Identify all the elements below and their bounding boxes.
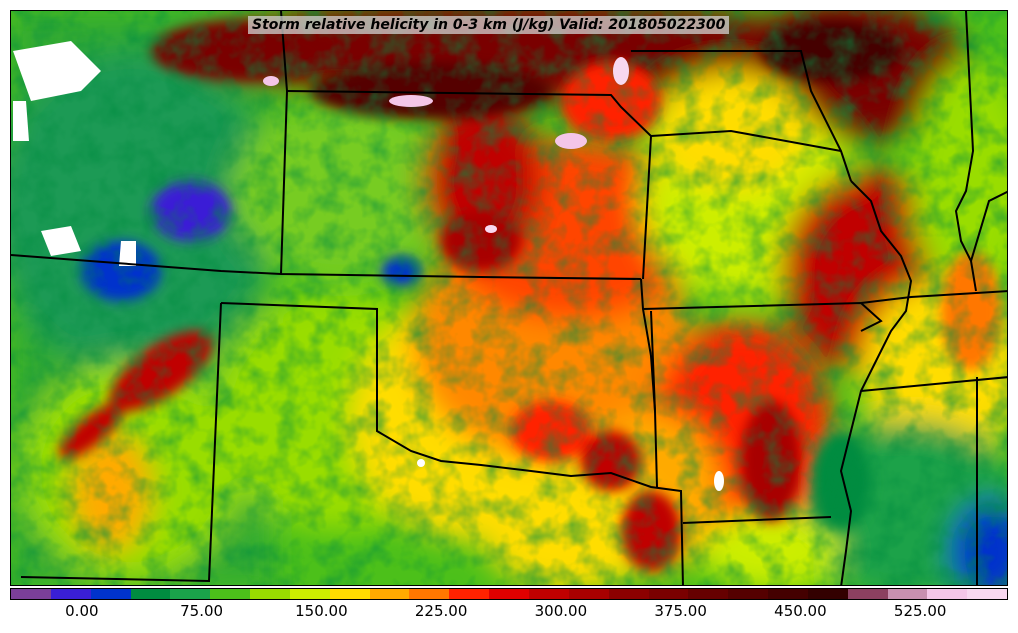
colorbar-segment: [807, 589, 848, 599]
colorbar-segment: [608, 589, 649, 599]
colorbar-tick-label: 525.00: [893, 602, 947, 620]
colorbar-ticks: 0.00 75.00 150.00 225.00 300.00 375.00 450.00 5…: [10, 600, 1008, 630]
colorbar-segment: [728, 589, 769, 599]
colorbar-tick-label: 150.00: [295, 602, 348, 620]
colorbar-segment: [11, 589, 51, 599]
colorbar-segment: [887, 589, 928, 599]
colorbar-segment: [528, 589, 569, 599]
state-boundaries: [11, 11, 1007, 585]
colorbar: [10, 588, 1008, 600]
colorbar-tick-label: 0.00: [65, 602, 99, 620]
colorbar-segment: [50, 589, 91, 599]
colorbar-segment: [369, 589, 410, 599]
colorbar-segment: [927, 589, 968, 599]
colorbar-segment: [489, 589, 529, 599]
colorbar-segment: [90, 589, 131, 599]
colorbar-segment: [768, 589, 808, 599]
colorbar-segment: [170, 589, 211, 599]
colorbar-segment: [250, 589, 290, 599]
colorbar-tick-label: 300.00: [534, 602, 588, 620]
colorbar-segment: [967, 589, 1008, 599]
colorbar-segment: [210, 589, 251, 599]
field-layer: [11, 11, 1007, 585]
colorbar-segment: [568, 589, 609, 599]
colorbar-segment: [688, 589, 729, 599]
extreme-value-spots: [13, 41, 724, 491]
colorbar-segment: [409, 589, 450, 599]
colorbar-tick-label: 75.00: [180, 602, 224, 620]
colorbar-tick-label: 375.00: [654, 602, 707, 620]
colorbar-tick-label: 450.00: [774, 602, 827, 620]
map-title: Storm relative helicity in 0-3 km (J/kg)…: [248, 16, 730, 34]
colorbar-segment: [289, 589, 330, 599]
colorbar-segment: [648, 589, 689, 599]
colorbar-segment: [449, 589, 490, 599]
colorbar-segment: [847, 589, 888, 599]
colorbar-segment: [130, 589, 171, 599]
colorbar-tick-label: 225.00: [414, 602, 468, 620]
colorbar-segment: [329, 589, 370, 599]
helicity-map: [10, 10, 1008, 586]
